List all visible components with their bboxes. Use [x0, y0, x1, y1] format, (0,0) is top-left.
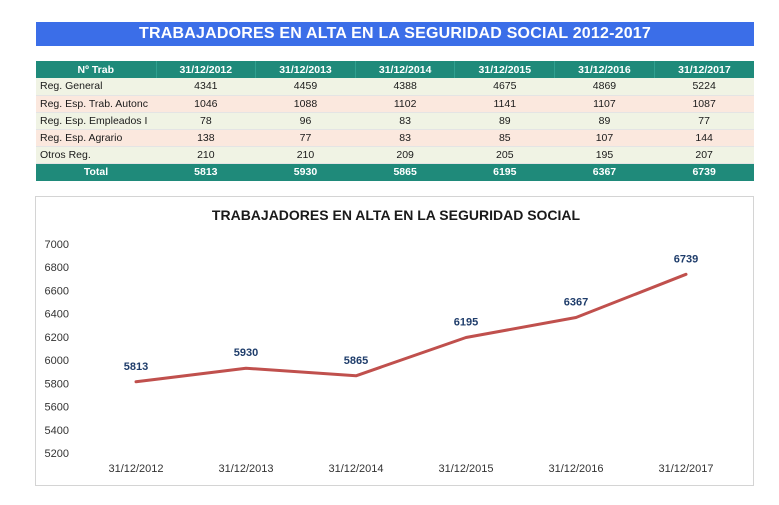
y-tick-label: 5400	[45, 425, 69, 437]
y-tick-label: 5800	[45, 378, 69, 390]
header-cell: 31/12/2013	[255, 61, 356, 78]
table-cell: 1102	[355, 95, 455, 113]
table-cell: 83	[355, 112, 455, 130]
table-row: Reg. Esp. Agrario 138 77 83 85 107 144	[36, 129, 754, 147]
header-cell: 31/12/2014	[354, 61, 455, 78]
table-cell: 1141	[454, 95, 555, 113]
table-cell: 1088	[255, 95, 356, 113]
data-label: 5865	[344, 355, 368, 367]
y-tick-label: 6400	[45, 309, 69, 321]
data-label: 6195	[454, 316, 478, 328]
total-cell: 6367	[554, 163, 655, 181]
line-chart: TRABAJADORES EN ALTA EN LA SEGURIDAD SOC…	[45, 207, 714, 475]
y-tick-label: 6200	[45, 332, 69, 344]
header-cell: 31/12/2017	[653, 61, 754, 78]
table-row: Reg. Esp. Empleados I 78 96 83 89 89 77	[36, 112, 754, 130]
table-row: Reg. Esp. Trab. Autonc 1046 1088 1102 11…	[36, 95, 754, 113]
y-tick-label: 5200	[45, 448, 69, 460]
x-tick-label: 31/12/2012	[108, 463, 163, 475]
table-cell: 144	[654, 129, 754, 147]
workers-table: Nº Trab 31/12/2012 31/12/2013 31/12/2014…	[36, 61, 754, 181]
total-row: Total 5813 5930 5865 6195 6367 6739	[36, 163, 754, 181]
y-tick-label: 7000	[45, 239, 69, 251]
header-cell: 31/12/2016	[554, 61, 655, 78]
row-label: Reg. Esp. Agrario	[36, 129, 156, 147]
table-cell: 1046	[156, 95, 256, 113]
x-tick-label: 31/12/2014	[328, 463, 383, 475]
table-cell: 83	[355, 129, 455, 147]
row-label: Reg. General	[36, 78, 156, 96]
data-label: 5930	[234, 347, 258, 359]
table-cell: 89	[454, 112, 555, 130]
table-cell: 4459	[255, 78, 356, 96]
table-cell: 77	[654, 112, 754, 130]
table-row: Otros Reg. 210 210 209 205 195 207	[36, 146, 754, 164]
chart-title: TRABAJADORES EN ALTA EN LA SEGURIDAD SOC…	[212, 207, 581, 223]
total-cell: 6195	[454, 163, 555, 181]
total-cell: 6739	[654, 163, 754, 181]
y-tick-label: 5600	[45, 402, 69, 414]
table-cell: 77	[255, 129, 356, 147]
total-cell: 5865	[355, 163, 455, 181]
series-line	[134, 272, 688, 384]
table-cell: 107	[554, 129, 655, 147]
table-cell: 207	[654, 146, 754, 164]
total-cell: 5813	[156, 163, 256, 181]
row-label: Otros Reg.	[36, 146, 156, 164]
header-cell: 31/12/2012	[155, 61, 256, 78]
header-cell: 31/12/2015	[454, 61, 555, 78]
row-label: Reg. Esp. Trab. Autonc	[36, 95, 156, 113]
row-label: Reg. Esp. Empleados I	[36, 112, 156, 130]
table-cell: 1087	[654, 95, 754, 113]
data-label: 6367	[564, 296, 588, 308]
table-cell: 4675	[454, 78, 555, 96]
table-cell: 96	[255, 112, 356, 130]
y-tick-label: 6600	[45, 285, 69, 297]
table-cell: 4869	[554, 78, 655, 96]
x-tick-label: 31/12/2013	[218, 463, 273, 475]
table-cell: 195	[554, 146, 655, 164]
table-cell: 210	[255, 146, 356, 164]
table-cell: 138	[156, 129, 256, 147]
table-cell: 89	[554, 112, 655, 130]
x-tick-label: 31/12/2015	[438, 463, 493, 475]
table-cell: 5224	[654, 78, 754, 96]
x-tick-label: 31/12/2016	[548, 463, 603, 475]
data-label: 5813	[124, 361, 148, 373]
total-label: Total	[36, 163, 156, 181]
table-cell: 85	[454, 129, 555, 147]
data-label: 6739	[674, 253, 698, 265]
y-tick-label: 6000	[45, 355, 69, 367]
x-tick-label: 31/12/2017	[658, 463, 713, 475]
table-header-row: Nº Trab 31/12/2012 31/12/2013 31/12/2014…	[36, 61, 754, 78]
table-cell: 1107	[554, 95, 655, 113]
page-banner-title: TRABAJADORES EN ALTA EN LA SEGURIDAD SOC…	[36, 22, 754, 46]
table-cell: 210	[156, 146, 256, 164]
header-cell: Nº Trab	[36, 61, 156, 78]
total-cell: 5930	[255, 163, 356, 181]
table-row: Reg. General 4341 4459 4388 4675 4869 52…	[36, 78, 754, 96]
table-cell: 205	[454, 146, 555, 164]
line-chart-panel: TRABAJADORES EN ALTA EN LA SEGURIDAD SOC…	[35, 196, 754, 486]
table-cell: 4341	[156, 78, 256, 96]
table-cell: 78	[156, 112, 256, 130]
table-cell: 4388	[355, 78, 455, 96]
y-tick-label: 6800	[45, 262, 69, 274]
table-cell: 209	[355, 146, 455, 164]
